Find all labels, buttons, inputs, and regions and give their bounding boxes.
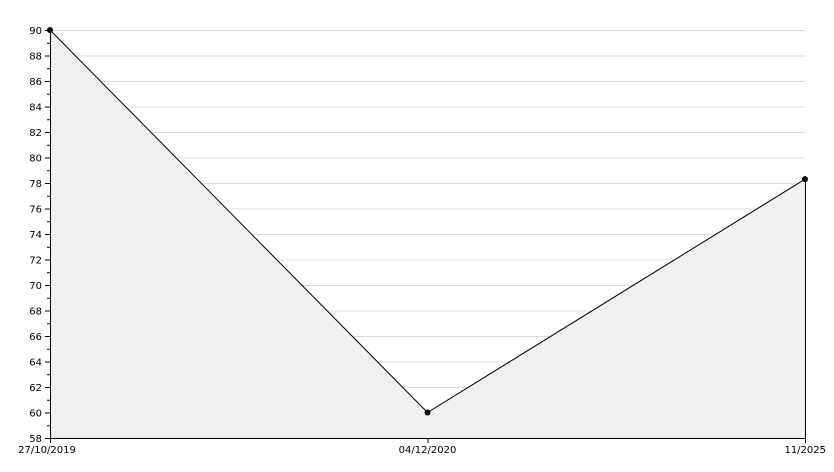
data-point xyxy=(802,176,808,183)
y-tick-label: 80 xyxy=(29,154,42,165)
y-tick-label: 66 xyxy=(29,332,42,343)
area-fill xyxy=(50,30,805,438)
y-tick-label: 62 xyxy=(29,383,42,394)
y-tick-label: 68 xyxy=(29,307,42,318)
y-tick-label: 88 xyxy=(29,52,42,63)
y-tick-label: 86 xyxy=(29,77,42,88)
y-tick-label: 70 xyxy=(29,281,42,292)
y-tick-label: 82 xyxy=(29,128,42,139)
x-tick-label: 11/2025 xyxy=(784,445,826,456)
y-tick-label: 78 xyxy=(29,179,42,190)
y-tick-label: 76 xyxy=(29,205,42,216)
data-point xyxy=(424,409,431,416)
y-tick-label: 84 xyxy=(29,103,42,114)
y-tick-label: 58 xyxy=(29,434,42,445)
x-tick-label: 04/12/2020 xyxy=(399,445,457,456)
data-point xyxy=(47,27,53,33)
x-tick-label: 27/10/2019 xyxy=(18,445,76,456)
y-tick-label: 64 xyxy=(29,358,42,369)
y-tick-label: 72 xyxy=(29,256,42,267)
y-tick-label: 74 xyxy=(29,230,42,241)
y-tick-label: 60 xyxy=(29,409,42,420)
y-tick-label: 90 xyxy=(29,26,42,37)
